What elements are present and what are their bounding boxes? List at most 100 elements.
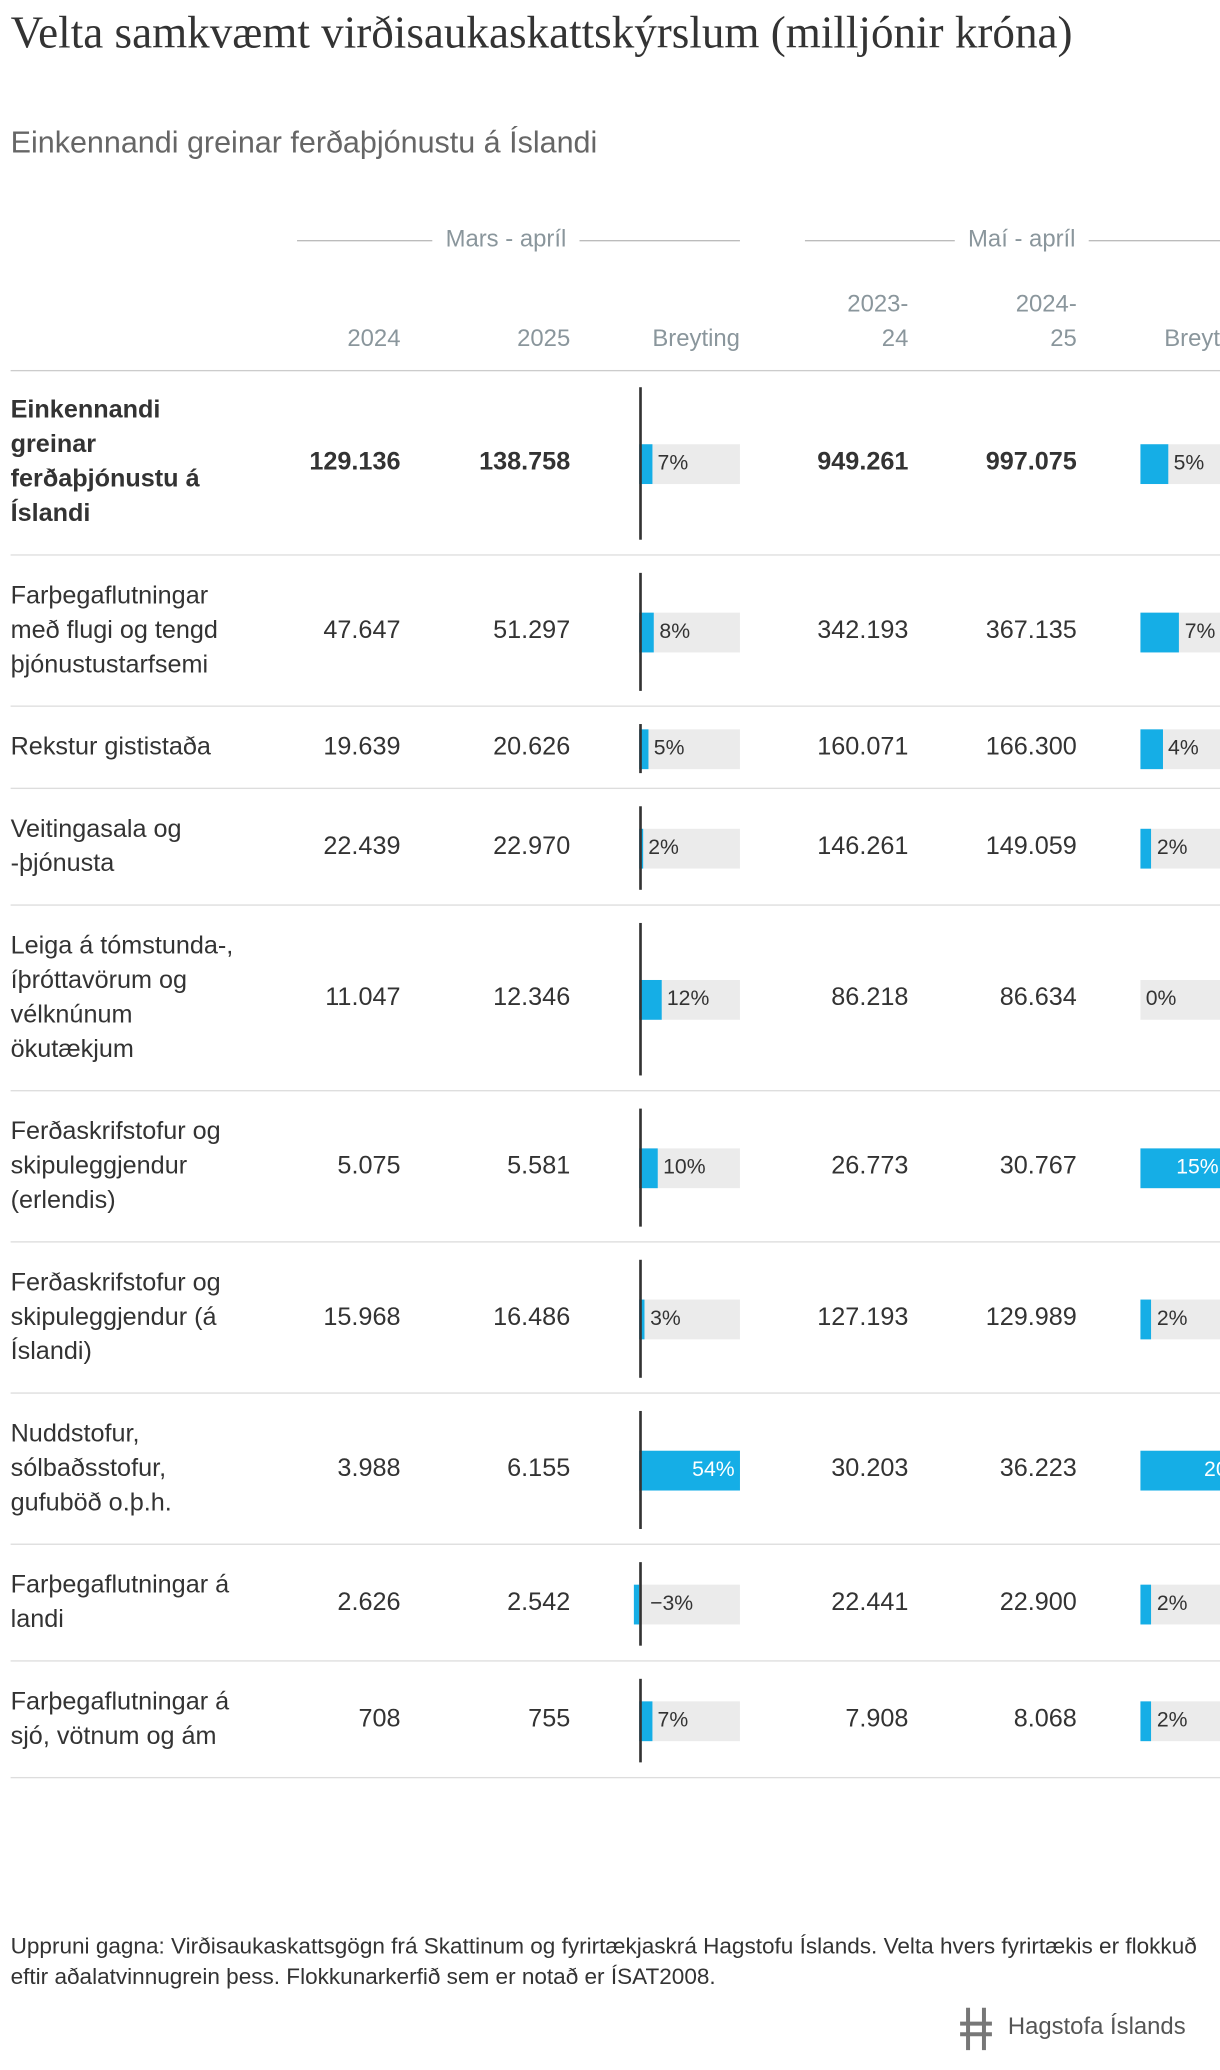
- table-row: Einkennandi greinar ferðaþjónustu á Ísla…: [10, 371, 1220, 556]
- change-label: 54%: [692, 1458, 735, 1481]
- cell-value: 138.758: [479, 447, 571, 476]
- table-row: Farþegaflutningar með flugi og tengd þjó…: [10, 557, 1220, 707]
- cell-value: 160.071: [817, 732, 909, 761]
- bar-background: [639, 1298, 740, 1339]
- table-row: Farþegaflutningar á landi 2.626 2.542 −3% 22…: [10, 1546, 1220, 1662]
- row-label: Ferðaskrifstofur og skipuleggjendur (á Í…: [10, 1269, 221, 1366]
- row-label: Farþegaflutningar á sjó, vötnum og ám: [10, 1688, 230, 1751]
- cell-value: 949.261: [817, 447, 909, 476]
- group-header: Mars - apríl: [432, 225, 580, 254]
- zero-axis: [639, 806, 642, 890]
- row-label: Leiga á tómstunda-, íþróttavörum og vélk…: [10, 932, 234, 1064]
- table-row: Rekstur gististaða 19.639 20.626 5% 160.071 1…: [10, 708, 1220, 790]
- table-row: Farþegaflutningar á sjó, vötnum og ám 708…: [10, 1663, 1220, 1779]
- change-label: 10%: [663, 1155, 706, 1179]
- change-bar: [1140, 1584, 1152, 1624]
- header-rule: [10, 369, 1220, 372]
- column-header: 2024: [347, 324, 401, 352]
- change-bar: [639, 728, 649, 769]
- bar-background: [1140, 828, 1220, 868]
- change-label: 2%: [1156, 1306, 1188, 1330]
- change-label: 7%: [1184, 619, 1216, 643]
- cell-value: 20.626: [493, 732, 571, 761]
- cell-value: 15.968: [323, 1302, 401, 1331]
- cell-value: 149.059: [985, 832, 1077, 860]
- cell-value: 86.218: [831, 983, 909, 1012]
- bar-background: [1140, 979, 1220, 1020]
- cell-value: 19.639: [323, 732, 401, 761]
- cell-value: 16.486: [493, 1302, 571, 1331]
- change-bar: [639, 979, 662, 1020]
- cell-value: 8.068: [1013, 1704, 1077, 1733]
- change-bar: [639, 1700, 653, 1741]
- cell-value: 5.075: [337, 1151, 401, 1180]
- cell-value: 166.300: [985, 732, 1077, 761]
- cell-value: 22.900: [999, 1587, 1077, 1616]
- change-bar: [1140, 828, 1152, 868]
- bar-background: [1140, 1584, 1220, 1624]
- change-label: 0%: [1145, 987, 1177, 1010]
- bar-background: [639, 828, 740, 868]
- change-label: 15%: [1176, 1155, 1219, 1179]
- change-label: 2%: [1156, 1591, 1188, 1615]
- change-label: 2%: [648, 836, 679, 859]
- cell-value: 7.908: [845, 1704, 909, 1733]
- row-label: Veitingasala og -þjónusta: [10, 815, 182, 878]
- cell-value: 12.346: [493, 983, 571, 1012]
- cell-value: 127.193: [817, 1302, 909, 1331]
- cell-value: 22.970: [493, 832, 571, 860]
- row-label: Farþegaflutningar með flugi og tengd þjó…: [10, 582, 218, 679]
- cell-value: 129.136: [309, 447, 401, 476]
- zero-axis: [639, 1410, 642, 1529]
- change-label: 7%: [657, 1708, 689, 1732]
- change-label: 3%: [650, 1306, 681, 1330]
- bar-background: [1140, 1700, 1220, 1741]
- cell-value: 22.439: [323, 832, 401, 860]
- logo-text: Hagstofa Íslands: [1007, 2013, 1186, 2040]
- table-row: Nuddstofur, sólbaðsstofur, gufuböð o.þ.h…: [10, 1395, 1220, 1545]
- cell-value: 2.542: [507, 1587, 571, 1616]
- cell-value: 22.441: [831, 1587, 909, 1616]
- change-label: 2%: [1156, 1708, 1188, 1732]
- cell-value: 86.634: [999, 983, 1077, 1012]
- zero-axis: [639, 387, 642, 540]
- cell-value: 30.767: [999, 1151, 1077, 1180]
- zero-axis: [639, 1678, 642, 1763]
- zero-axis: [639, 1108, 642, 1227]
- table-row: Ferðaskrifstofur og skipuleggjendur (erl…: [10, 1093, 1220, 1243]
- column-header: 2025: [517, 324, 571, 352]
- cell-value: 146.261: [817, 832, 909, 860]
- logo-icon: [960, 2007, 992, 2051]
- cell-value: 26.773: [831, 1151, 909, 1180]
- change-bar: [633, 1584, 640, 1624]
- cell-value: 755: [528, 1704, 571, 1733]
- change-bar: [1140, 1450, 1220, 1490]
- cell-value: 129.989: [985, 1302, 1077, 1331]
- zero-axis: [639, 1259, 642, 1378]
- change-bar: [639, 1147, 658, 1188]
- cell-value: 11.047: [325, 983, 401, 1012]
- change-bar: [1140, 611, 1180, 652]
- column-header: 2023-24: [847, 290, 909, 352]
- change-bar: [1140, 1147, 1220, 1188]
- bar-background: [639, 1584, 740, 1624]
- row-label: Farþegaflutningar á landi: [10, 1571, 230, 1634]
- change-label: 7%: [657, 451, 689, 475]
- cell-value: 3.988: [337, 1454, 401, 1482]
- cell-value: 2.626: [337, 1587, 401, 1616]
- change-label: 5%: [653, 736, 685, 760]
- bar-background: [639, 443, 740, 484]
- bar-background: [639, 1700, 740, 1741]
- change-label: 4%: [1168, 736, 1199, 760]
- column-header: 2024-25: [1015, 290, 1077, 352]
- cell-value: 342.193: [817, 615, 909, 644]
- change-bar: [639, 1450, 740, 1490]
- row-label: Rekstur gististaða: [10, 733, 211, 762]
- change-bar: [639, 1298, 645, 1339]
- change-bar: [1140, 1700, 1152, 1741]
- change-bar: [1140, 443, 1169, 484]
- change-bar: [1140, 1298, 1152, 1339]
- bar-background: [639, 728, 740, 769]
- cell-value: 5.581: [507, 1151, 571, 1180]
